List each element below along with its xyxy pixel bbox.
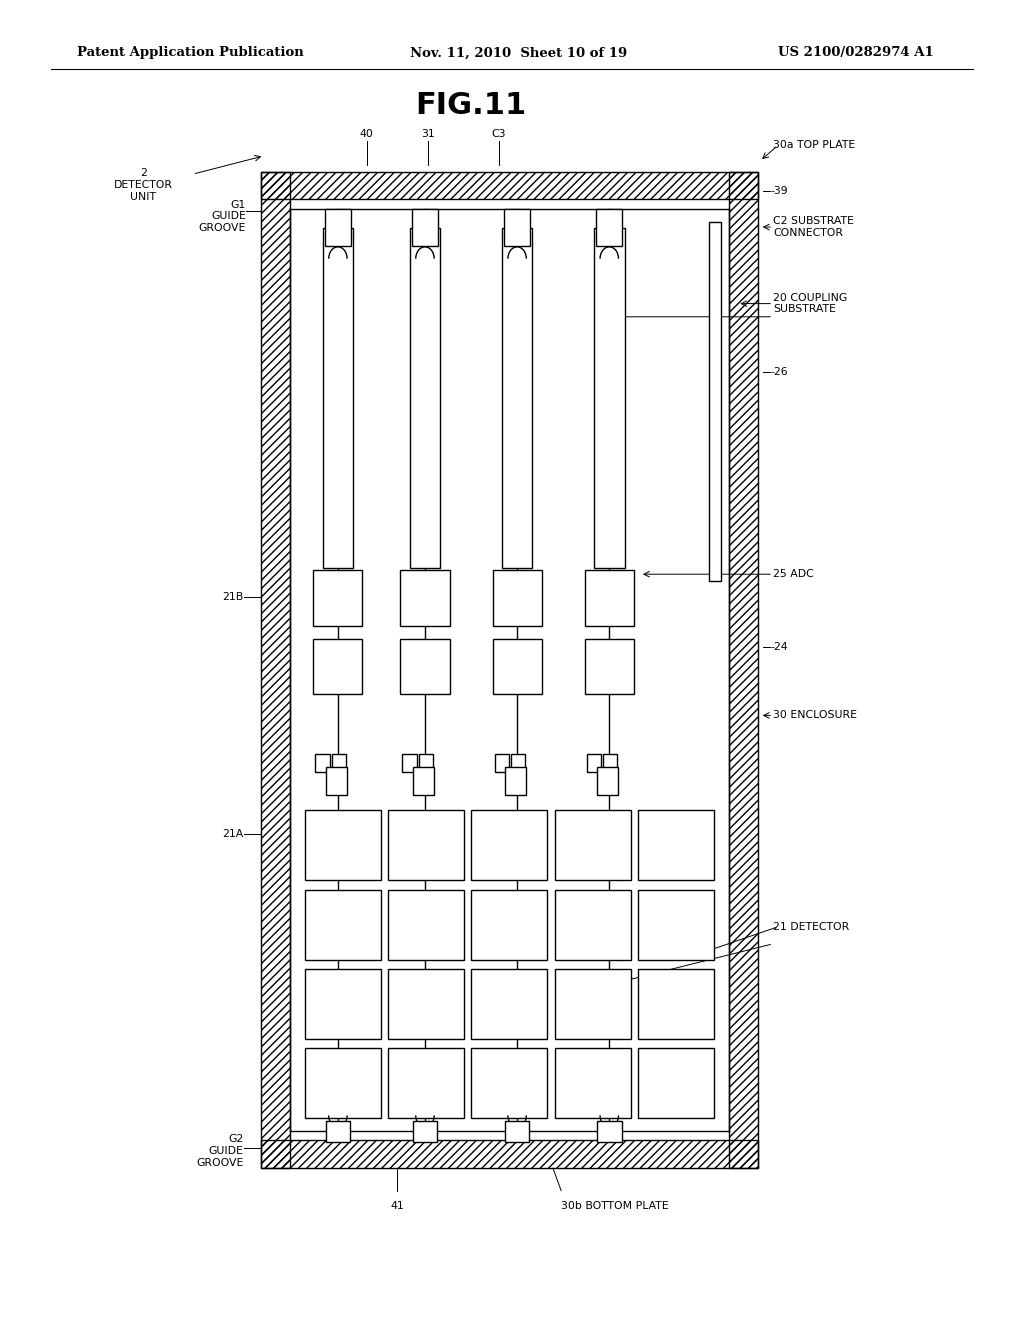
Bar [388, 810, 464, 880]
Bar [555, 969, 631, 1039]
Bar [402, 754, 417, 772]
Text: 30a TOP PLATE: 30a TOP PLATE [773, 140, 855, 150]
Bar [323, 228, 353, 568]
Bar [261, 172, 290, 1168]
Bar [326, 767, 347, 795]
Bar [603, 754, 617, 772]
Text: US 2100/0282974 A1: US 2100/0282974 A1 [778, 46, 934, 59]
Text: 21B: 21B [222, 591, 244, 602]
Bar [412, 209, 438, 246]
Bar [400, 570, 450, 626]
Bar [261, 172, 758, 199]
Text: Nov. 11, 2010  Sheet 10 of 19: Nov. 11, 2010 Sheet 10 of 19 [410, 46, 627, 59]
Bar [495, 754, 509, 772]
Bar [388, 1048, 464, 1118]
Bar [290, 209, 729, 1131]
Bar [638, 890, 714, 960]
Text: 41: 41 [390, 1201, 404, 1212]
Bar [585, 570, 634, 626]
Bar [505, 1121, 529, 1142]
Bar [471, 810, 548, 880]
Bar [413, 1121, 437, 1142]
Bar [596, 209, 623, 246]
Bar [471, 969, 548, 1039]
Bar [493, 639, 542, 694]
Bar [305, 890, 381, 960]
Bar [502, 228, 532, 568]
Bar [585, 639, 634, 694]
Bar [315, 754, 330, 772]
Bar [638, 969, 714, 1039]
Bar [419, 754, 433, 772]
Text: -39: -39 [770, 186, 787, 197]
Bar [555, 1048, 631, 1118]
Bar [555, 810, 631, 880]
Text: 30b BOTTOM PLATE: 30b BOTTOM PLATE [561, 1201, 669, 1212]
Bar [305, 810, 381, 880]
Text: G1
GUIDE
GROOVE: G1 GUIDE GROOVE [199, 199, 246, 234]
Text: 30 ENCLOSURE: 30 ENCLOSURE [773, 710, 857, 721]
Text: 20 COUPLING
SUBSTRATE: 20 COUPLING SUBSTRATE [773, 293, 848, 314]
Text: 25 ADC: 25 ADC [773, 569, 814, 579]
Bar [388, 890, 464, 960]
Bar [471, 1048, 548, 1118]
Text: FIG.11: FIG.11 [416, 91, 526, 120]
Bar [413, 767, 434, 795]
Text: 31: 31 [421, 128, 435, 139]
Bar [638, 810, 714, 880]
Bar [594, 228, 625, 568]
Bar [326, 209, 350, 246]
Bar [638, 1048, 714, 1118]
Text: -26: -26 [770, 367, 787, 378]
Text: C2 SUBSTRATE
CONNECTOR: C2 SUBSTRATE CONNECTOR [773, 216, 854, 238]
Bar [471, 890, 548, 960]
Bar [400, 639, 450, 694]
Text: Patent Application Publication: Patent Application Publication [77, 46, 303, 59]
Bar [587, 754, 601, 772]
Bar [493, 570, 542, 626]
Text: 21A: 21A [222, 829, 244, 840]
Bar [305, 1048, 381, 1118]
Bar [388, 969, 464, 1039]
Bar [504, 209, 530, 246]
Text: 21 DETECTOR: 21 DETECTOR [773, 921, 849, 932]
Bar [729, 172, 758, 1168]
Bar [313, 570, 362, 626]
Bar [597, 767, 618, 795]
Bar [597, 1121, 622, 1142]
Bar [305, 969, 381, 1039]
Bar [326, 1121, 350, 1142]
Text: C3: C3 [492, 128, 506, 139]
Text: -24: -24 [770, 642, 787, 652]
Bar [511, 754, 525, 772]
Text: 2
DETECTOR
UNIT: 2 DETECTOR UNIT [114, 168, 173, 202]
Text: G2
GUIDE
GROOVE: G2 GUIDE GROOVE [197, 1134, 244, 1168]
Bar [555, 890, 631, 960]
Text: 40: 40 [359, 128, 374, 139]
Bar [313, 639, 362, 694]
Bar [332, 754, 346, 772]
Bar [505, 767, 526, 795]
Bar [261, 1140, 758, 1168]
Bar [410, 228, 440, 568]
Bar [709, 222, 721, 581]
